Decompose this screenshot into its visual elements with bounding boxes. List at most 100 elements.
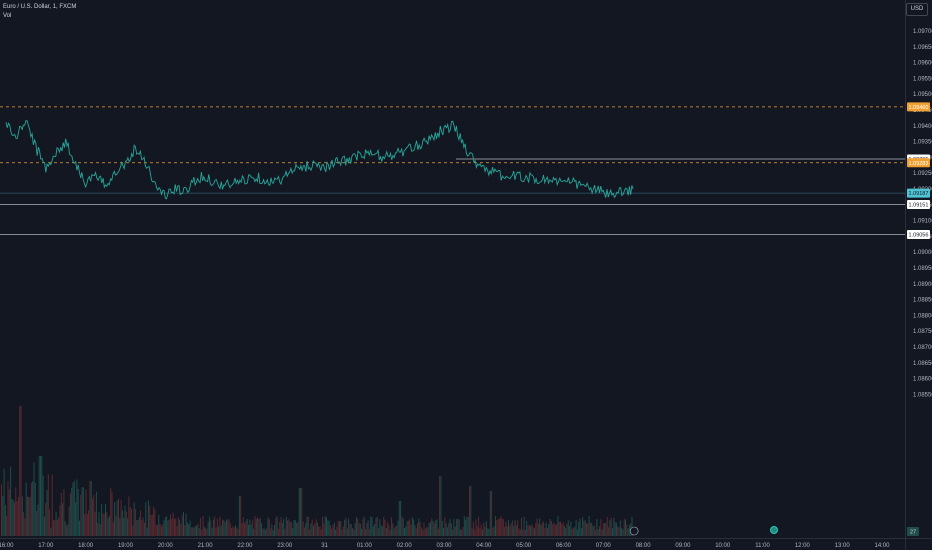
volume-bar <box>349 523 351 536</box>
volume-bar <box>183 511 184 536</box>
volume-bar <box>42 475 44 536</box>
volume-bar <box>531 524 533 536</box>
volume-bar <box>116 500 118 536</box>
volume-bar <box>203 526 205 536</box>
volume-bar <box>600 519 602 536</box>
volume-bar <box>515 525 517 536</box>
volume-bar <box>485 521 487 536</box>
volume-bar <box>402 518 404 536</box>
reset-chart-icon[interactable] <box>629 526 639 536</box>
volume-bar <box>530 526 532 536</box>
volume-bar <box>179 519 181 536</box>
volume-bar <box>586 523 587 536</box>
volume-bar <box>136 520 138 536</box>
price-line <box>5 120 634 200</box>
volume-bar <box>547 528 548 536</box>
volume-bar <box>281 522 283 536</box>
volume-bar <box>479 527 481 536</box>
volume-bar <box>185 513 187 536</box>
volume-bar <box>375 518 377 536</box>
volume-bar <box>604 523 606 536</box>
time-tick-label: 03:00 <box>436 543 452 549</box>
volume-bar <box>357 518 359 536</box>
volume-bar <box>241 523 243 536</box>
volume-bar <box>521 518 522 536</box>
volume-bar <box>518 528 520 536</box>
volume-bar <box>566 523 568 536</box>
volume-bar <box>508 520 509 536</box>
volume-bar <box>322 516 324 536</box>
volume-bar <box>328 520 330 536</box>
volume-bar <box>4 504 6 536</box>
volume-bar <box>346 528 348 536</box>
volume-bar <box>519 529 521 536</box>
volume-bar <box>436 519 438 536</box>
volume-bar <box>404 528 405 536</box>
volume-bar <box>342 526 344 536</box>
volume-bar <box>353 529 355 536</box>
volume-bar <box>37 504 39 536</box>
price-line-tag[interactable] <box>907 230 930 240</box>
volume-bar <box>393 528 395 536</box>
volume-bar <box>137 520 139 536</box>
symbol-label[interactable]: Euro / U.S. Dollar, 1, FXCM <box>3 4 77 10</box>
volume-bar <box>294 520 296 536</box>
volume-bar <box>374 524 376 536</box>
volume-bar <box>474 529 476 536</box>
volume-bar <box>106 512 108 536</box>
volume-bar <box>450 523 452 536</box>
volume-bar <box>14 502 15 536</box>
volume-bar <box>88 510 90 536</box>
volume-bar <box>517 520 519 536</box>
price-tick-label: 1.08550 <box>913 392 932 398</box>
volume-bar <box>378 528 379 536</box>
volume-bar <box>301 488 303 536</box>
volume-bar <box>498 519 500 536</box>
volume-bar <box>127 518 129 536</box>
currency-button[interactable]: USD <box>906 3 928 16</box>
volume-bar <box>259 518 261 536</box>
time-tick-label: 08:00 <box>636 543 652 549</box>
price-line-tag[interactable] <box>907 199 930 209</box>
volume-bar <box>575 520 577 536</box>
volume-bar <box>596 519 598 536</box>
volume-bar <box>544 527 546 536</box>
volume-bar <box>211 528 213 536</box>
volume-bar <box>32 481 34 536</box>
volume-bar <box>164 517 166 536</box>
volume-bar <box>160 526 162 536</box>
volume-bar <box>444 517 446 536</box>
time-tick-label: 10:00 <box>715 543 731 549</box>
volume-bar <box>424 528 426 536</box>
volume-bar <box>170 514 171 536</box>
volume-bar <box>27 497 28 536</box>
volume-bar <box>54 519 56 536</box>
volume-bar <box>263 528 265 536</box>
volume-bar <box>251 520 253 536</box>
volume-bar <box>34 482 36 536</box>
volume-bar <box>123 517 125 536</box>
volume-indicator-label[interactable]: Vol <box>3 13 12 19</box>
volume-bar <box>483 522 485 536</box>
price-tick-label: 1.09500 <box>913 92 932 98</box>
volume-bar <box>345 517 347 536</box>
time-tick-label: 31 <box>321 543 328 549</box>
volume-bar <box>469 486 470 536</box>
volume-bar <box>303 527 305 536</box>
price-tick-label: 1.09400 <box>913 124 932 130</box>
volume-bar <box>237 528 239 536</box>
volume-bar <box>497 518 499 536</box>
price-line-tag[interactable] <box>907 102 930 112</box>
volume-bar <box>11 499 13 536</box>
volume-bar <box>55 511 57 536</box>
volume-bar <box>206 528 208 536</box>
volume-bar <box>311 519 313 536</box>
price-line-tag[interactable] <box>907 158 930 168</box>
volume-bar <box>513 526 515 536</box>
volume-bar <box>24 518 26 536</box>
volume-bar <box>33 462 35 536</box>
volume-bar <box>365 529 366 536</box>
volume-bar <box>348 518 350 536</box>
event-marker-icon[interactable] <box>770 526 778 534</box>
